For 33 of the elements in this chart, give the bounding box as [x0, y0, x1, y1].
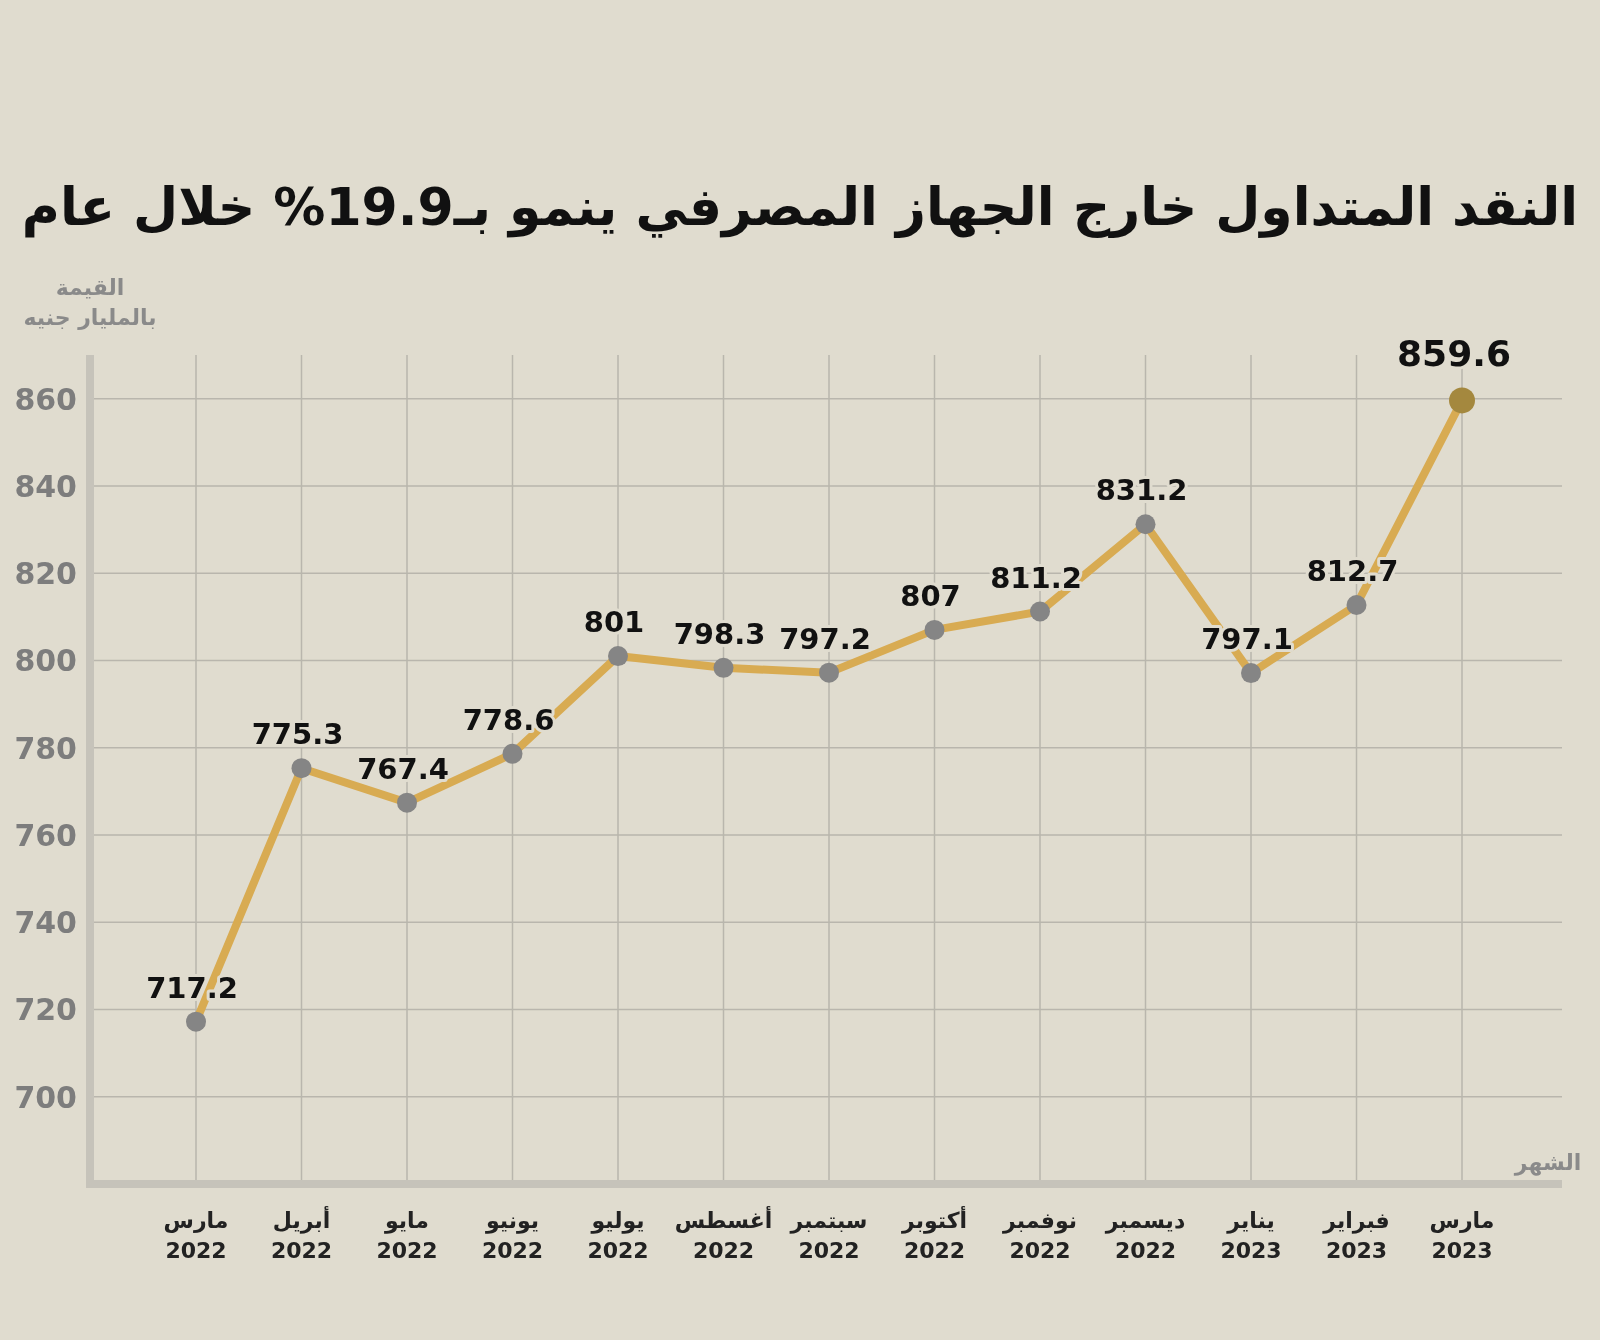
point: [1346, 595, 1367, 616]
data-label: 775.3: [251, 717, 344, 752]
y-tick-label: 720: [14, 992, 77, 1028]
data-label: 797.2: [779, 621, 871, 656]
point: [924, 619, 945, 640]
point: [608, 646, 628, 667]
point: [1241, 663, 1261, 684]
data-label: 801: [583, 605, 645, 640]
point: [502, 743, 523, 764]
x-axis-title: الشهر: [1513, 1150, 1582, 1176]
y-axis-title: القيمة بالمليار جنيه: [23, 275, 157, 330]
y-tick-label: 760: [14, 817, 77, 853]
point: [397, 792, 417, 813]
point: [1135, 514, 1156, 535]
data-label: 831.2: [1095, 473, 1188, 508]
point: [713, 657, 734, 678]
y-tick-label: 700: [14, 1079, 77, 1115]
point: [186, 1011, 206, 1032]
data-label: 807: [900, 578, 961, 613]
y-tick-label: 780: [14, 730, 77, 766]
y-tick-label: 740: [14, 905, 77, 941]
y-tick-label: 840: [14, 468, 77, 504]
chart-title: النقد المتداول خارج الجهاز المصرفي ينمو بـ19.9% خلال عام: [21, 177, 1579, 238]
y-tick-label: 860: [14, 381, 77, 417]
data-label: 811.2: [990, 560, 1082, 595]
data-label: 859.6: [1397, 333, 1511, 375]
point: [819, 662, 839, 683]
point: [291, 758, 312, 779]
data-label: 767.4: [357, 751, 449, 786]
data-label: 798.3: [673, 616, 766, 651]
y-tick-label: 800: [14, 643, 77, 679]
y-tick-label: 820: [14, 556, 77, 592]
point: [1030, 601, 1050, 622]
